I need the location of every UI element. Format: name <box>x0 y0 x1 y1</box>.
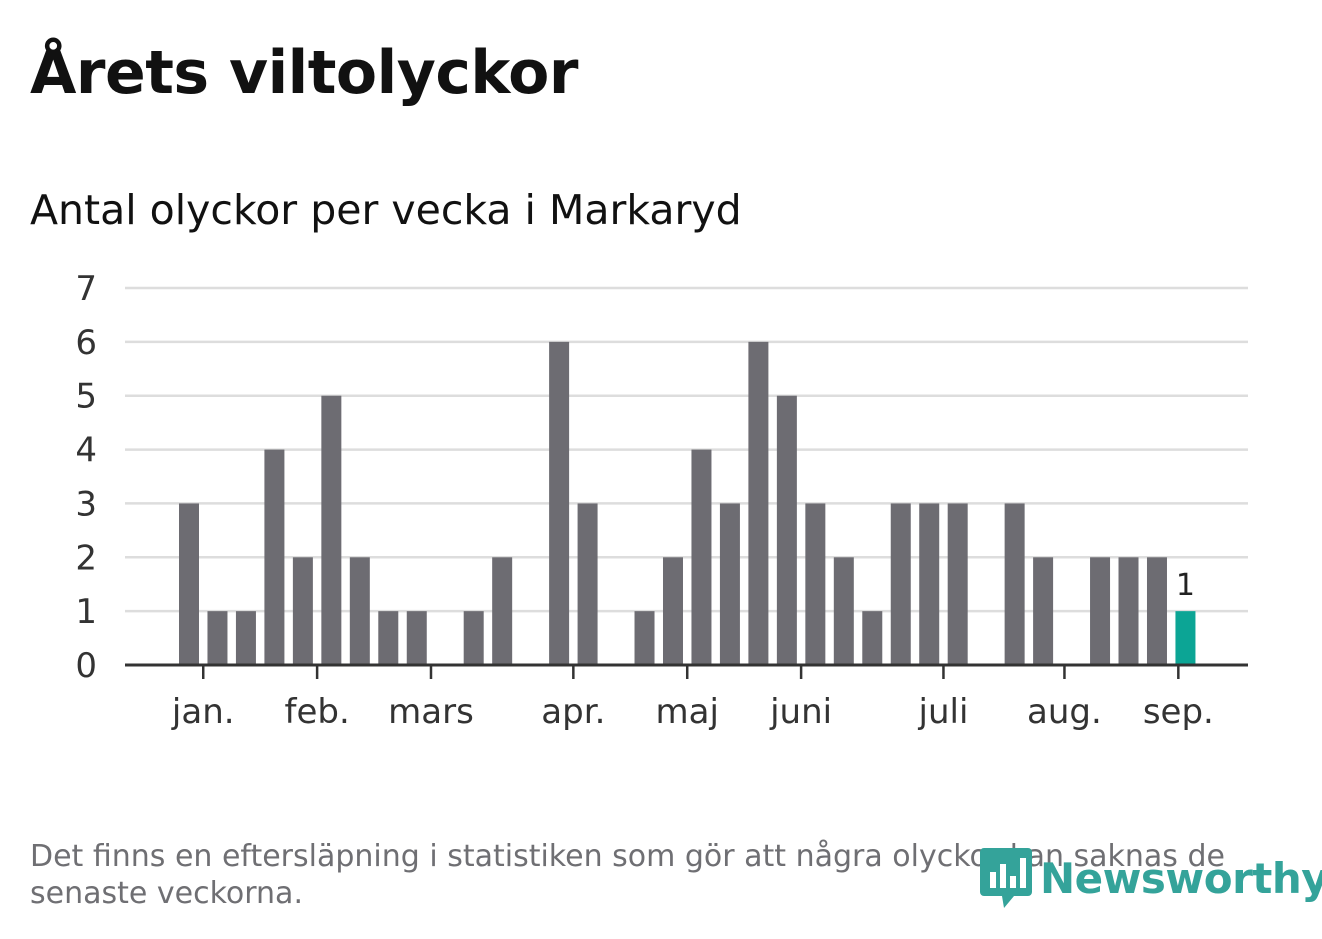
bar <box>748 341 769 665</box>
bar <box>349 557 370 665</box>
bar <box>776 395 797 665</box>
bar <box>492 557 513 665</box>
bar <box>1004 503 1025 665</box>
y-axis-ticks: 0 1 2 3 4 5 6 7 <box>75 269 97 686</box>
x-tick-label: mars <box>388 692 474 732</box>
bar-highlight <box>1175 611 1196 665</box>
bar <box>207 611 228 665</box>
chart-subtitle: Antal olyckor per vecka i Markaryd <box>30 186 742 234</box>
newsworthy-logo: Newsworthy <box>980 846 1322 910</box>
y-tick-label: 4 <box>75 431 97 471</box>
bar <box>1033 557 1054 665</box>
y-tick-label: 2 <box>75 538 97 578</box>
bar <box>634 611 655 665</box>
bar <box>719 503 740 665</box>
bar <box>378 611 399 665</box>
y-tick-label: 3 <box>75 484 97 524</box>
bar <box>235 611 256 665</box>
bar <box>662 557 683 665</box>
x-tick-label: maj <box>656 692 719 732</box>
x-tick-label: juli <box>918 692 969 732</box>
x-tick-label: juni <box>769 692 832 732</box>
bar <box>862 611 883 665</box>
bar <box>406 611 427 665</box>
y-tick-label: 1 <box>75 592 97 632</box>
bar <box>292 557 313 665</box>
bar <box>919 503 940 665</box>
x-tick-label: apr. <box>541 692 605 732</box>
bar <box>947 503 968 665</box>
x-tick-label: feb. <box>284 692 349 732</box>
x-axis-ticks: jan. feb. mars apr. maj juni juli aug. sep. <box>171 665 1214 732</box>
bar <box>321 395 342 665</box>
x-tick-label: sep. <box>1143 692 1214 732</box>
bar <box>179 503 199 665</box>
bar <box>577 503 598 665</box>
bar <box>1146 557 1167 665</box>
y-tick-label: 5 <box>75 377 97 417</box>
bar <box>463 611 484 665</box>
newsworthy-logo-icon <box>980 848 1032 908</box>
x-tick-label: aug. <box>1027 692 1102 732</box>
bar <box>1118 557 1139 665</box>
bar <box>890 503 911 665</box>
y-tick-label: 6 <box>75 323 97 363</box>
brand-name: Newsworthy <box>1040 853 1322 903</box>
bars <box>179 341 1196 665</box>
bar <box>691 449 712 665</box>
bar <box>805 503 826 665</box>
chart-title: Årets viltolyckor <box>30 38 579 108</box>
data-labels: 1 <box>1176 568 1195 603</box>
x-tick-label: jan. <box>171 692 235 732</box>
y-tick-label: 7 <box>75 269 97 309</box>
bar <box>833 557 854 665</box>
bar <box>1090 557 1111 665</box>
bar <box>264 449 285 665</box>
y-tick-label: 0 <box>75 646 97 686</box>
bar <box>549 341 570 665</box>
bar-chart: 0 1 2 3 4 5 6 7 1 jan. feb. mars apr. maj juni juli au… <box>75 269 1248 732</box>
data-label: 1 <box>1176 568 1195 603</box>
